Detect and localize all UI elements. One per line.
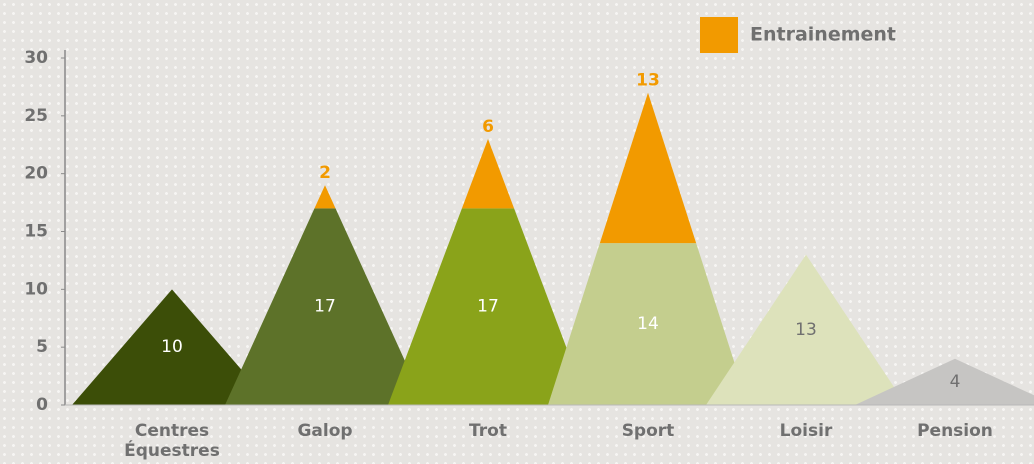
base-value-label: 17 [477,297,499,317]
x-tick-label: Centres Équestres [124,421,220,461]
y-tick-label: 5 [36,337,48,357]
y-tick-label: 30 [24,48,48,68]
base-segment [855,358,1034,405]
y-tick-label: 20 [24,164,48,184]
entrainement-value-label: 13 [636,71,660,91]
x-tick-label: Galop [297,421,353,441]
base-segment [225,208,425,405]
base-segment [72,289,272,405]
base-value-label: 17 [314,297,336,317]
base-value-label: 4 [950,372,961,392]
y-tick-label: 15 [24,222,48,242]
legend-swatch [700,17,738,53]
entrainement-segment [461,138,515,209]
x-tick-label: Loisir [779,421,833,441]
base-value-label: 14 [637,314,659,334]
legend-label: Entrainement [750,24,896,46]
x-tick-label: Sport [621,421,675,441]
entrainement-segment [599,92,697,244]
y-tick-label: 25 [24,106,48,126]
x-tick-label: Pension [917,421,993,441]
y-tick-label: 0 [36,395,48,415]
x-tick-label: Trot [469,421,507,441]
base-segment [388,208,588,405]
entrainement-value-label: 2 [319,163,331,183]
y-tick-label: 10 [24,279,48,299]
base-segment [548,243,748,405]
entrainement-segment [314,185,336,209]
base-value-label: 10 [161,337,183,357]
entrainement-value-label: 6 [482,117,494,137]
base-segment [706,254,906,405]
base-value-label: 13 [795,320,817,340]
